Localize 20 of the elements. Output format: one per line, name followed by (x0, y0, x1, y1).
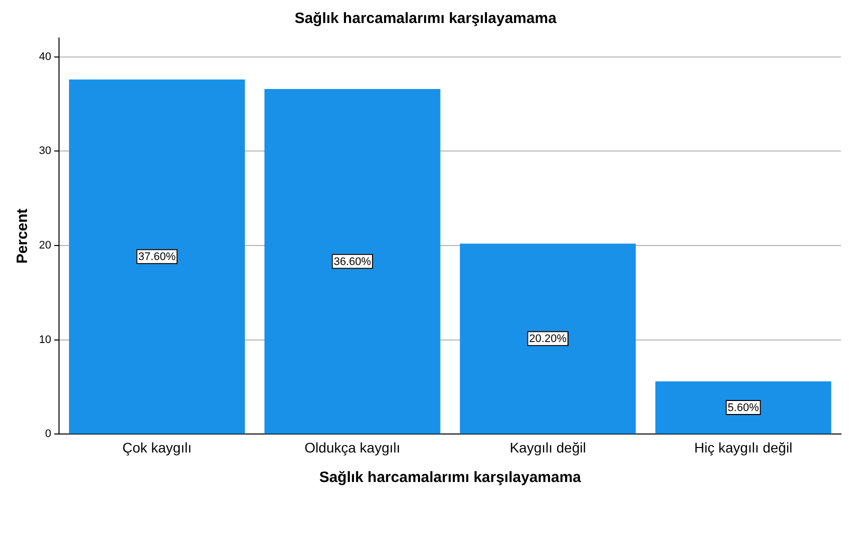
y-tick-label: 30 (38, 145, 52, 158)
bar (460, 244, 636, 434)
data-label: 5.60% (728, 402, 760, 414)
x-tick-label: Kaygılı değil (510, 439, 586, 456)
x-axis-title: Sağlık harcamalarımı karşılayamama (319, 469, 582, 486)
y-axis-title: Percent (14, 208, 32, 264)
data-label: 36.60% (334, 256, 372, 268)
y-tick-label: 40 (38, 50, 52, 63)
y-tick-label: 0 (45, 428, 52, 440)
y-tick-label: 20 (38, 240, 52, 252)
data-label: 37.60% (138, 251, 176, 264)
bar (264, 88, 440, 434)
y-tick-label: 10 (38, 334, 52, 346)
bar (655, 381, 832, 434)
x-tick-label: Oldukça kaygılı (304, 439, 400, 456)
data-label: 20.20% (529, 333, 567, 346)
bar (69, 80, 245, 434)
chart-title: Sağlık harcamalarımı karşılayamama (294, 10, 558, 28)
x-tick-label: Çok kaygılı (122, 439, 192, 456)
x-tick-label: Hiç kaygılı değil (694, 439, 792, 456)
